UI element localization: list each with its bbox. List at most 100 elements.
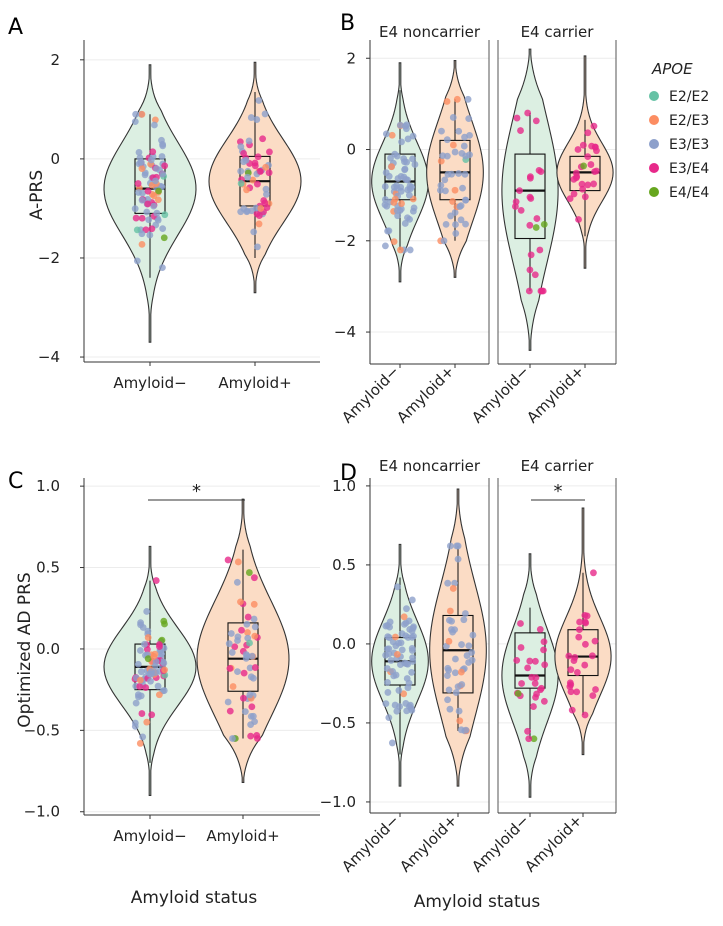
violin-group-amyloid-pos <box>196 498 290 783</box>
y-tick-label: 1.0 <box>36 477 60 495</box>
data-point <box>241 708 249 716</box>
violin-group-amyloid-pos <box>429 488 487 787</box>
y-axis-title-a: A-PRS <box>27 170 47 220</box>
data-point <box>447 212 455 220</box>
data-point <box>161 666 169 674</box>
data-point <box>385 634 393 641</box>
significance-label: * <box>192 481 201 502</box>
y-tick-label: −1.0 <box>24 803 60 821</box>
data-point <box>388 163 395 171</box>
data-point <box>455 707 463 715</box>
data-point <box>143 718 151 726</box>
data-point <box>132 699 140 707</box>
data-point <box>581 193 589 201</box>
data-point <box>532 117 540 125</box>
data-point <box>469 631 477 639</box>
data-point <box>160 234 168 242</box>
y-tick-label: −4 <box>38 348 60 366</box>
x-axis-title-d: Amyloid status <box>414 892 541 912</box>
x-tick-label: Amyloid+ <box>218 374 291 392</box>
data-point <box>566 195 574 202</box>
data-point <box>150 653 158 660</box>
data-point <box>250 615 258 623</box>
data-point <box>158 153 166 160</box>
y-tick-label: −4 <box>334 323 356 341</box>
data-point <box>242 654 250 662</box>
data-point <box>459 184 466 192</box>
data-point <box>253 116 261 123</box>
data-point <box>538 684 545 692</box>
data-point <box>225 640 233 648</box>
data-point <box>526 221 534 229</box>
data-point <box>452 221 459 228</box>
data-point <box>449 198 456 205</box>
data-point <box>540 697 548 705</box>
data-point <box>408 668 416 676</box>
data-point <box>540 220 548 228</box>
data-point <box>580 162 588 170</box>
data-point <box>148 711 156 719</box>
legend-swatch <box>649 139 659 149</box>
violin <box>196 498 290 783</box>
data-point <box>403 158 410 166</box>
data-point <box>397 173 405 180</box>
data-point <box>137 158 145 166</box>
data-point <box>224 556 232 564</box>
data-point <box>388 131 396 139</box>
data-point <box>408 596 416 604</box>
y-tick-label: 0.0 <box>36 640 60 658</box>
data-point <box>400 690 408 698</box>
data-point <box>381 242 389 250</box>
data-point <box>240 694 247 702</box>
data-point <box>456 717 464 725</box>
data-point <box>458 149 466 157</box>
data-point <box>253 180 261 188</box>
data-point <box>393 650 401 658</box>
data-point <box>243 620 251 628</box>
data-point <box>146 231 154 239</box>
data-point <box>458 641 465 648</box>
data-point <box>540 646 547 654</box>
data-point <box>540 638 548 646</box>
violin-group-amyloid-pos <box>208 61 302 294</box>
data-point <box>587 161 595 168</box>
x-tick-label: Amyloid+ <box>206 827 279 845</box>
data-point <box>383 202 391 210</box>
data-point <box>465 115 473 122</box>
violin-group-amyloid-neg <box>103 545 197 797</box>
data-point <box>137 668 145 676</box>
data-point <box>464 95 472 103</box>
data-point <box>582 640 589 648</box>
data-point <box>247 673 255 681</box>
data-point <box>150 121 158 129</box>
data-point <box>142 684 150 691</box>
box <box>514 153 546 240</box>
data-point <box>139 733 147 741</box>
data-point <box>517 620 524 627</box>
y-tick-label: 0.0 <box>332 635 356 653</box>
data-point <box>581 661 589 669</box>
x-axis-title-c: Amyloid status <box>131 888 258 908</box>
data-point <box>567 666 575 674</box>
data-point <box>237 180 245 187</box>
data-point <box>138 710 146 717</box>
box <box>227 622 259 692</box>
data-point <box>536 625 544 633</box>
data-point <box>144 200 152 208</box>
data-point <box>138 230 146 238</box>
data-point <box>135 189 142 196</box>
data-point <box>404 135 412 143</box>
data-point <box>404 684 412 692</box>
data-point <box>152 177 159 185</box>
data-point <box>570 190 578 198</box>
data-point <box>541 661 549 669</box>
data-point <box>138 196 146 204</box>
data-point <box>254 153 262 161</box>
data-point <box>565 652 573 660</box>
data-point <box>530 735 538 743</box>
data-point <box>465 642 473 650</box>
legend-swatch <box>649 187 659 197</box>
data-point <box>584 181 592 189</box>
data-point <box>227 630 235 637</box>
data-point <box>398 646 406 654</box>
